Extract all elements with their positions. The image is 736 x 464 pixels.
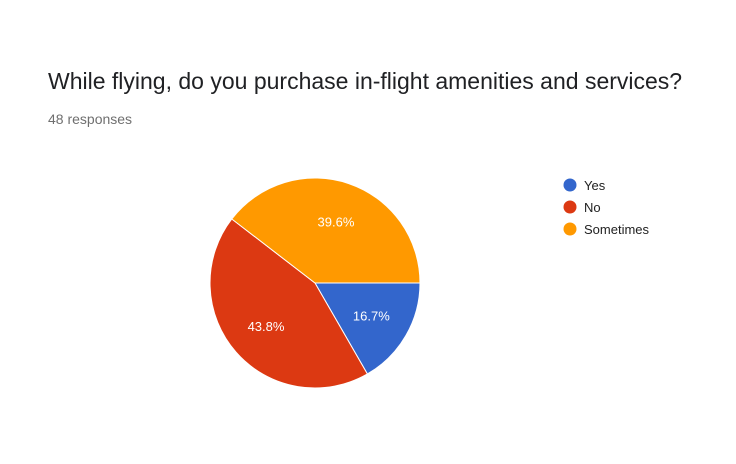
legend-swatch-sometimes bbox=[563, 222, 577, 236]
legend-label-yes: Yes bbox=[584, 178, 606, 193]
legend-item-sometimes[interactable]: Sometimes bbox=[563, 222, 650, 237]
legend-label-no: No bbox=[584, 200, 601, 215]
pie-slice-no bbox=[209, 218, 369, 389]
pie-slice-yes bbox=[314, 282, 421, 375]
response-count: 48 responses bbox=[48, 111, 133, 127]
pie-slice-sometimes bbox=[231, 177, 421, 284]
legend-item-yes[interactable]: Yes bbox=[563, 178, 606, 193]
legend-label-sometimes: Sometimes bbox=[584, 222, 650, 237]
legend-swatch-yes bbox=[563, 178, 577, 192]
question-title: While flying, do you purchase in-flight … bbox=[48, 68, 683, 94]
legend-swatch-no bbox=[563, 200, 577, 214]
pie-slice-label-no: 43.8% bbox=[248, 319, 285, 334]
pie-slice-label-sometimes: 39.6% bbox=[318, 214, 355, 229]
pie-slice-label-yes: 16.7% bbox=[353, 309, 390, 324]
legend-item-no[interactable]: No bbox=[563, 200, 601, 215]
